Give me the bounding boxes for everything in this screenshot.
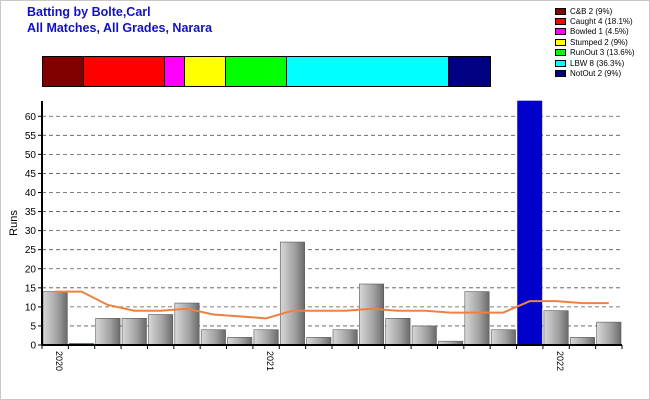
y-tick-label: 60 [25,112,37,123]
y-axis-title: Runs [8,210,20,236]
bar [227,337,253,346]
y-tick-label: 40 [25,188,37,199]
bar [490,329,516,346]
bar [121,318,147,346]
legend-item: Stumped 2 (9%) [555,37,634,47]
ratio-segment-stumped [185,57,226,86]
legend-swatch [555,28,566,36]
legend-item: LBW 8 (36.3%) [555,58,634,68]
y-tick-label: 15 [25,283,37,294]
bar [95,318,121,346]
legend-swatch [555,49,566,57]
legend-label: Bowled 1 (4.5%) [570,27,629,37]
legend-swatch [555,7,566,15]
x-year-label: 2020 [54,351,64,371]
y-tick-label: 45 [25,169,37,180]
y-tick-label: 5 [30,321,36,332]
y-tick-label: 0 [30,341,36,352]
ratio-segment-bowled [164,57,186,86]
legend: C&B 2 (9%) Caught 4 (18.1%) Bowled 1 (4.5%… [555,6,634,79]
legend-swatch [555,59,566,67]
bar [253,329,279,346]
bar [42,291,68,346]
bar [332,329,358,346]
ratio-segment-runout [225,57,287,86]
y-tick-label: 55 [25,131,37,142]
legend-swatch [555,70,566,78]
legend-item: Caught 4 (18.1%) [555,16,634,26]
ratio-segment-caught [83,57,165,86]
bar [517,100,543,346]
bar [385,318,411,346]
ratio-segment-lbw [286,57,450,86]
x-year-label: 2021 [265,351,275,371]
legend-label: NotOut 2 (9%) [570,69,622,79]
legend-item: RunOut 3 (13.6%) [555,48,634,58]
average-line [55,290,609,320]
legend-swatch [555,38,566,46]
y-tick-label: 30 [25,226,37,237]
bar [359,283,385,346]
legend-item: C&B 2 (9%) [555,6,634,16]
bar [306,337,332,346]
chart-subtitle: All Matches, All Grades, Narara [27,21,213,35]
legend-label: LBW 8 (36.3%) [570,58,625,68]
legend-swatch [555,18,566,26]
bar [148,314,174,346]
legend-label: RunOut 3 (13.6%) [570,48,635,58]
legend-item: NotOut 2 (9%) [555,68,634,78]
legend-label: Caught 4 (18.1%) [570,17,633,27]
dismissal-ratio-bar [42,56,491,87]
ratio-segment-cb [43,57,84,86]
bar [596,321,622,346]
bar [411,325,437,346]
y-tick-label: 10 [25,302,37,313]
bar [569,337,595,346]
ratio-segment-notout [449,57,490,86]
legend-label: Stumped 2 (9%) [570,37,628,47]
y-tick-label: 35 [25,207,37,218]
y-tick-label: 25 [25,245,37,256]
x-year-label: 2022 [555,351,565,371]
legend-item: Bowled 1 (4.5%) [555,27,634,37]
bar [200,329,226,346]
bar [543,310,569,346]
chart-title: Batting by Bolte,Carl [27,5,151,19]
y-tick-label: 20 [25,264,37,275]
y-tick-label: 50 [25,150,37,161]
bar [464,291,490,346]
bar [279,241,305,346]
legend-label: C&B 2 (9%) [570,6,613,16]
